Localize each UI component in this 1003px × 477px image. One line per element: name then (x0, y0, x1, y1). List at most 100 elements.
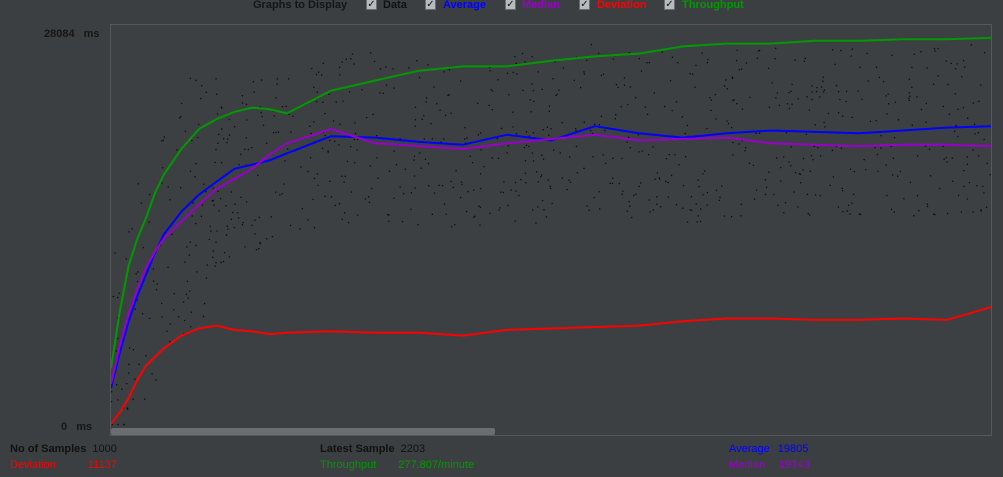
data-sample-point (934, 50, 936, 52)
data-sample-point (924, 145, 927, 147)
deviation-series-label[interactable]: Deviation (597, 0, 647, 11)
data-sample-point (966, 198, 969, 200)
throughput-series-label[interactable]: Throughput (682, 0, 744, 11)
data-sample-point (814, 194, 817, 196)
data-sample-point (271, 236, 274, 238)
data-sample-point (972, 211, 974, 213)
data-sample-point (602, 154, 604, 156)
data-sample-point (903, 198, 905, 200)
data-sample-point (671, 110, 673, 112)
data-sample-point (535, 171, 538, 173)
data-sample-point (436, 103, 438, 105)
data-sample-point (733, 99, 735, 101)
data-sample-point (515, 190, 517, 192)
data-sample-point (128, 231, 130, 233)
data-sample-point (695, 203, 697, 205)
data-sample-point (136, 299, 138, 301)
data-sample-point (550, 187, 552, 190)
data-sample-point (791, 103, 793, 105)
data-sample-point (216, 113, 219, 115)
data-sample-point (566, 189, 568, 191)
data-sample-point (321, 147, 324, 149)
data-sample-point (129, 347, 131, 349)
data-sample-point (361, 89, 363, 91)
data-sample-point (529, 99, 531, 101)
data-sample-point (461, 183, 463, 186)
median-value: 19743 (779, 459, 810, 471)
data-sample-point (201, 204, 204, 206)
data-sample-point (416, 60, 418, 62)
data-series-label[interactable]: Data (383, 0, 407, 11)
data-sample-point (191, 215, 193, 217)
data-sample-point (775, 47, 777, 49)
median-checkbox[interactable]: ✓ (505, 0, 516, 10)
average-series-label[interactable]: Average (443, 0, 487, 11)
data-sample-point (260, 79, 263, 81)
data-sample-point (413, 159, 415, 161)
data-sample-point (393, 150, 395, 152)
data-sample-point (719, 196, 721, 198)
data-sample-point (548, 134, 550, 136)
data-sample-point (525, 182, 527, 184)
data-sample-point (546, 126, 548, 128)
data-sample-point (966, 163, 968, 165)
data-sample-point (276, 83, 278, 85)
data-sample-point (329, 180, 331, 182)
data-sample-point (379, 92, 381, 94)
data-sample-point (926, 203, 928, 205)
data-sample-point (664, 105, 666, 108)
median-series-label[interactable]: Median (522, 0, 560, 11)
data-sample-point (419, 152, 421, 154)
data-sample-point (117, 399, 119, 401)
data-sample-point (190, 326, 192, 328)
data-sample-point (637, 134, 639, 136)
data-sample-point (478, 205, 480, 207)
data-sample-point (682, 207, 684, 209)
data-sample-point (228, 134, 231, 136)
data-sample-point (783, 212, 785, 214)
data-sample-point (697, 179, 699, 181)
data-sample-point (521, 52, 524, 55)
data-sample-point (797, 206, 799, 208)
average-checkbox[interactable]: ✓ (425, 0, 436, 10)
data-sample-point (450, 180, 452, 183)
data-sample-point (851, 116, 853, 118)
data-sample-point (877, 170, 879, 173)
data-sample-point (209, 225, 211, 228)
throughput-checkbox[interactable]: ✓ (664, 0, 675, 10)
data-sample-point (152, 280, 155, 282)
data-sample-point (221, 162, 223, 164)
data-sample-point (532, 90, 534, 92)
data-sample-point (333, 120, 335, 122)
data-sample-point (899, 170, 901, 173)
data-sample-point (605, 162, 607, 165)
data-sample-point (776, 92, 778, 94)
data-sample-point (622, 190, 624, 192)
horizontal-scrollbar[interactable] (111, 428, 495, 435)
data-sample-point (299, 228, 301, 230)
data-sample-point (640, 70, 643, 72)
deviation-checkbox[interactable]: ✓ (579, 0, 590, 10)
data-sample-point (897, 119, 900, 121)
data-sample-point (322, 101, 324, 103)
y-axis-min-value: 0 (61, 421, 68, 433)
data-sample-point (181, 102, 183, 105)
data-sample-point (810, 155, 812, 157)
data-sample-point (217, 142, 219, 144)
data-sample-point (466, 137, 468, 139)
data-sample-point (285, 105, 287, 107)
data-sample-point (732, 99, 734, 102)
data-sample-point (251, 224, 253, 226)
data-sample-point (710, 109, 712, 112)
data-sample-point (238, 164, 240, 166)
data-sample-point (797, 98, 799, 100)
data-sample-point (586, 205, 588, 207)
data-sample-point (925, 102, 927, 105)
data-sample-point (244, 148, 246, 150)
data-sample-point (343, 212, 346, 214)
data-sample-point (738, 143, 740, 145)
data-sample-point (126, 383, 128, 385)
data-checkbox[interactable]: ✓ (366, 0, 377, 10)
data-sample-point (395, 164, 398, 166)
data-sample-point (189, 290, 191, 292)
